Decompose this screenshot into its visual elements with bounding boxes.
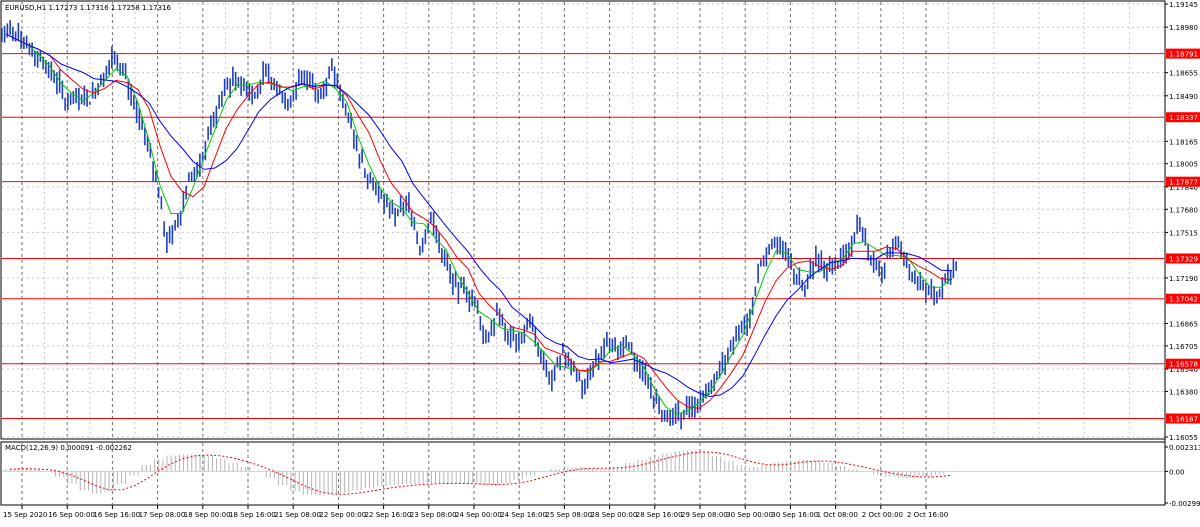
macd-axis: 0.002313 0.00 -0.002997 [1165, 444, 1200, 508]
y-tick-label: 1.18490 [1169, 93, 1198, 101]
y-tick-label: 1.18165 [1169, 138, 1198, 146]
level-label-bg [1166, 176, 1200, 187]
macd-histogram [2, 450, 1164, 496]
x-tick-label: 30 Sep 00:00 [726, 511, 773, 519]
x-tick-label: 22 Sep 00:00 [319, 511, 366, 519]
macd-y-tick-label: -0.002997 [1169, 500, 1200, 508]
y-tick-label: 1.16705 [1169, 343, 1198, 351]
y-tick-label: 1.17190 [1169, 275, 1198, 283]
level-labels: 1.18791 1.18337 1.17877 1.17329 1.17042 1.165… [1166, 48, 1200, 424]
level-label-bg [1166, 48, 1200, 59]
macd-y-tick-label: 0.002313 [1169, 444, 1200, 452]
x-tick-label: 16 Sep 00:00 [48, 511, 95, 519]
y-tick-label: 1.18980 [1169, 24, 1198, 32]
price-candles [1, 20, 957, 430]
x-tick-label: 24 Sep 00:00 [455, 511, 502, 519]
symbol-header: EURUSD,H1 1.17273 1.17316 1.17258 1.1731… [5, 4, 172, 12]
level-label: 1.18791 [1169, 51, 1198, 59]
level-label: 1.16578 [1169, 361, 1198, 369]
x-tick-label: 28 Sep 16:00 [636, 511, 683, 519]
level-label: 1.18337 [1169, 114, 1198, 122]
y-tick-label: 1.16055 [1169, 434, 1198, 442]
level-label: 1.16187 [1169, 416, 1198, 424]
macd-y-tick-label: 0.00 [1169, 468, 1185, 476]
x-tick-label: 28 Sep 00:00 [591, 511, 638, 519]
price-axis: 1.19145 1.18980 1.18655 1.18490 1.18165 1.180… [1165, 1, 1198, 442]
x-tick-label: 16 Sep 16:00 [93, 511, 140, 519]
macd-signal-line [9, 451, 953, 495]
y-tick-label: 1.17840 [1169, 184, 1198, 192]
level-label-bg [1166, 413, 1200, 424]
level-label-bg [1166, 253, 1200, 264]
level-label: 1.17042 [1169, 296, 1198, 304]
ma-mid-line [5, 33, 953, 409]
x-tick-label: 15 Sep 2020 [3, 511, 47, 519]
level-label: 1.17877 [1169, 179, 1198, 187]
y-tick-label: 1.18655 [1169, 70, 1198, 78]
ma-slow-line [5, 33, 953, 398]
panel-frames [0, 0, 1166, 506]
x-tick-label: 17 Sep 08:00 [139, 511, 186, 519]
moving-averages [5, 33, 953, 415]
macd-header: MACD(12,26,9) 0.000091 -0.002262 [5, 444, 132, 452]
x-tick-label: 25 Sep 08:00 [545, 511, 592, 519]
x-tick-label: 2 Oct 16:00 [907, 511, 948, 519]
x-tick-label: 21 Sep 08:00 [274, 511, 321, 519]
x-tick-label: 24 Sep 16:00 [500, 511, 547, 519]
y-tick-label: 1.17680 [1169, 206, 1198, 214]
price-panel [0, 0, 1166, 440]
x-tick-label: 29 Sep 08:00 [681, 511, 728, 519]
x-tick-label: 1 Oct 08:00 [817, 511, 858, 519]
level-label: 1.17329 [1169, 255, 1198, 263]
x-tick-label: 30 Sep 16:00 [771, 511, 818, 519]
level-label-bg [1166, 358, 1200, 369]
macd-panel [0, 441, 1166, 506]
y-tick-label: 1.16540 [1169, 366, 1198, 374]
x-tick-label: 22 Sep 16:00 [365, 511, 412, 519]
x-tick-label: 23 Sep 08:00 [410, 511, 457, 519]
y-tick-label: 1.16865 [1169, 320, 1198, 328]
x-tick-label: 18 Sep 16:00 [229, 511, 276, 519]
y-tick-label: 1.16380 [1169, 388, 1198, 396]
level-label-bg [1166, 112, 1200, 123]
grid [2, 2, 1164, 504]
y-tick-label: 1.18005 [1169, 161, 1198, 169]
x-tick-label: 2 Oct 00:00 [862, 511, 903, 519]
x-tick-label: 18 Sep 00:00 [184, 511, 231, 519]
horizontal-levels [2, 53, 1164, 420]
y-tick-label: 1.19145 [1169, 1, 1198, 9]
y-tick-label: 1.17515 [1169, 229, 1198, 237]
level-label-bg [1166, 293, 1200, 304]
